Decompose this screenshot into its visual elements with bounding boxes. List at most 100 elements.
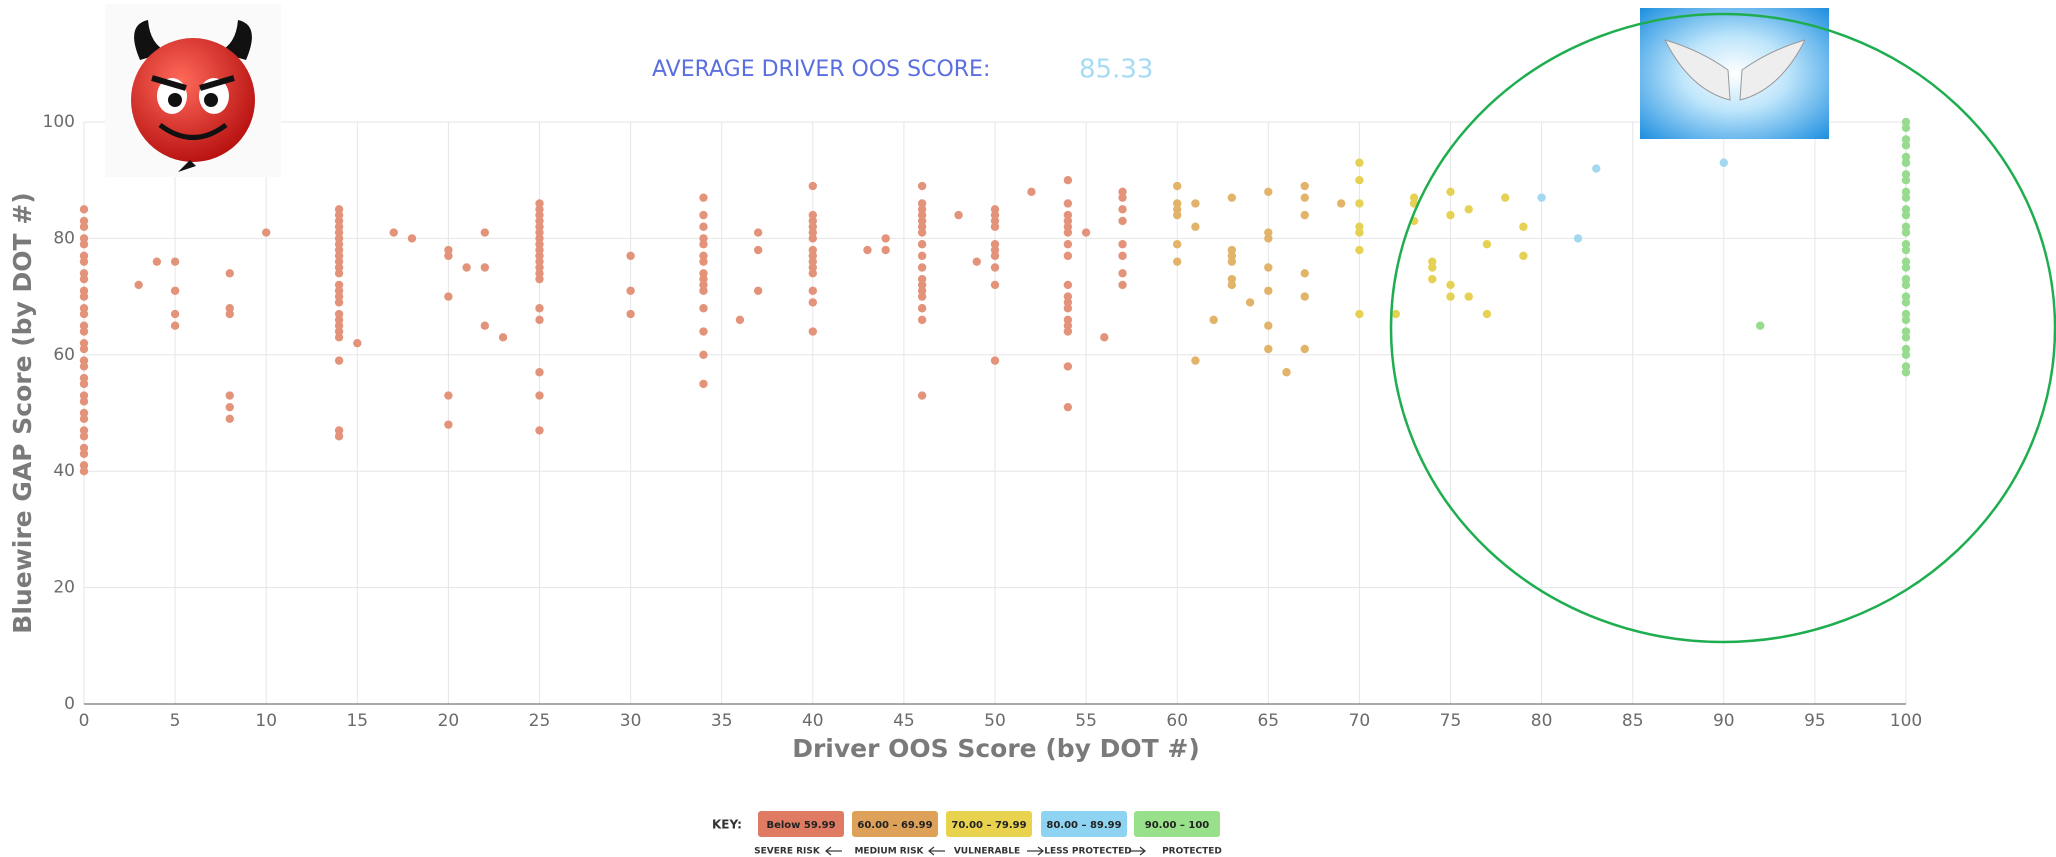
point: [809, 287, 817, 295]
key-entry: 60.00 – 69.99: [857, 820, 932, 831]
point: [1465, 292, 1473, 300]
point: [1428, 275, 1436, 283]
point: [918, 228, 926, 236]
point: [1027, 188, 1035, 196]
point: [80, 356, 88, 364]
point: [226, 403, 234, 411]
point: [699, 223, 707, 231]
point: [626, 310, 634, 318]
point: [954, 211, 962, 219]
point: [1228, 257, 1236, 265]
average-score: 85.33: [1079, 55, 1153, 85]
y-tick-label: 20: [53, 578, 75, 598]
point: [1902, 310, 1910, 318]
point: [1902, 170, 1910, 178]
point: [499, 333, 507, 341]
x-tick-label: 30: [620, 711, 642, 731]
point: [1355, 228, 1363, 236]
point: [863, 246, 871, 254]
point: [1118, 240, 1126, 248]
key-label: SEVERE RISK: [754, 847, 821, 857]
point: [1118, 193, 1126, 201]
key-label: LESS PROTECTED: [1044, 847, 1131, 857]
point: [80, 269, 88, 277]
point: [1191, 223, 1199, 231]
point: [1902, 362, 1910, 370]
key-label: PROTECTED: [1162, 847, 1222, 857]
y-axis-label: Bluewire GAP Score (by DOT #): [8, 192, 37, 633]
point: [1902, 223, 1910, 231]
point: [1902, 118, 1910, 126]
chart-title: AVERAGE DRIVER OOS SCORE:: [652, 57, 990, 82]
point: [1301, 193, 1309, 201]
point: [1118, 269, 1126, 277]
point: [699, 304, 707, 312]
point: [1446, 211, 1454, 219]
point: [1064, 327, 1072, 335]
point: [80, 304, 88, 312]
point: [973, 257, 981, 265]
key-entry: Below 59.99: [766, 820, 835, 831]
point: [918, 252, 926, 260]
point: [918, 263, 926, 271]
point: [1064, 228, 1072, 236]
point: [335, 333, 343, 341]
x-tick-label: 70: [1349, 711, 1371, 731]
point: [754, 228, 762, 236]
point: [1465, 205, 1473, 213]
angel-icon: [1640, 8, 1829, 139]
point: [699, 287, 707, 295]
y-tick-label: 100: [43, 112, 75, 132]
point: [1902, 292, 1910, 300]
point: [1264, 322, 1272, 330]
point: [699, 193, 707, 201]
x-tick-label: 10: [255, 711, 277, 731]
point: [80, 322, 88, 330]
x-tick-label: 60: [1166, 711, 1188, 731]
key-entry: 90.00 – 100: [1145, 820, 1210, 831]
x-tick-label: 45: [893, 711, 915, 731]
x-axis-label: Driver OOS Score (by DOT #): [792, 734, 1200, 763]
point: [1118, 252, 1126, 260]
grid: 0510152025303540455055606570758085909510…: [43, 112, 1923, 731]
point: [1902, 153, 1910, 161]
point: [918, 292, 926, 300]
point: [1483, 240, 1491, 248]
point: [335, 356, 343, 364]
point: [1264, 263, 1272, 271]
x-tick-label: 15: [346, 711, 368, 731]
point: [1428, 263, 1436, 271]
point: [1064, 403, 1072, 411]
point: [699, 240, 707, 248]
point: [80, 234, 88, 242]
point: [481, 263, 489, 271]
point: [1392, 310, 1400, 318]
point: [80, 339, 88, 347]
point: [809, 269, 817, 277]
point: [335, 269, 343, 277]
point: [80, 409, 88, 417]
point: [80, 461, 88, 469]
point: [1337, 199, 1345, 207]
point: [918, 304, 926, 312]
point: [80, 287, 88, 295]
x-tick-label: 35: [711, 711, 733, 731]
point: [462, 263, 470, 271]
point: [1355, 176, 1363, 184]
point: [1100, 333, 1108, 341]
chart: 0510152025303540455055606570758085909510…: [0, 0, 2056, 857]
point: [171, 322, 179, 330]
point: [1483, 310, 1491, 318]
point: [535, 391, 543, 399]
point: [1902, 205, 1910, 213]
point: [80, 252, 88, 260]
point: [1592, 164, 1600, 172]
x-tick-label: 40: [802, 711, 824, 731]
point: [1064, 281, 1072, 289]
point: [1209, 316, 1217, 324]
point: [335, 298, 343, 306]
point: [918, 391, 926, 399]
point: [918, 182, 926, 190]
point: [335, 432, 343, 440]
